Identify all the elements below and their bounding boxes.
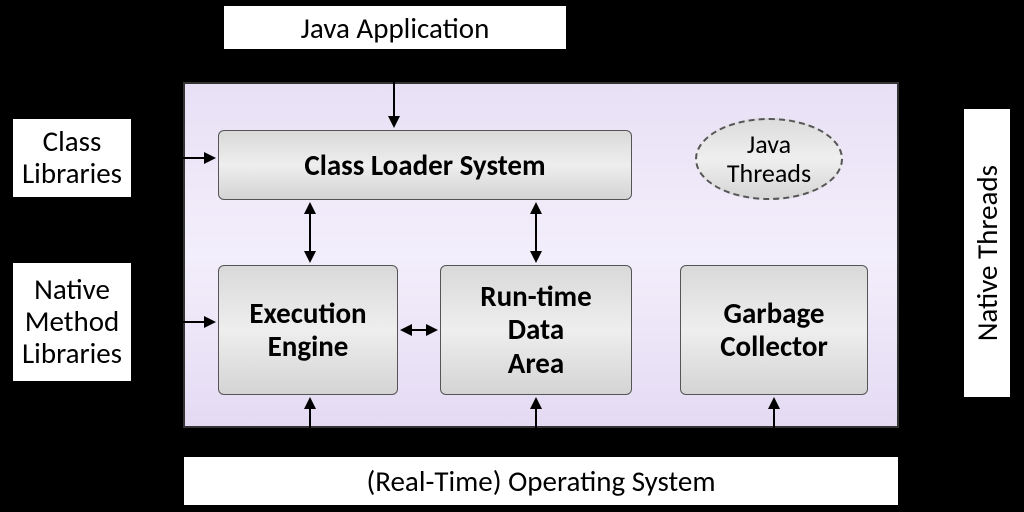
java-threads-label: Java Threads: [727, 130, 811, 187]
garbage-collector-box: Garbage Collector: [680, 265, 868, 395]
runtime-data-area-box: Run-time Data Area: [440, 265, 632, 395]
java-threads-ellipse: Java Threads: [695, 118, 843, 200]
execution-engine-label: Execution Engine: [249, 297, 366, 364]
java-application-label: Java Application: [301, 10, 490, 46]
class-libraries-label: Class Libraries: [22, 126, 122, 190]
native-method-libraries-label: Native Method Libraries: [22, 274, 122, 370]
class-loader-system-label: Class Loader System: [304, 147, 545, 183]
native-threads-label: Native Threads: [969, 165, 1005, 341]
native-threads-box: Native Threads: [963, 108, 1011, 398]
class-libraries-box: Class Libraries: [12, 118, 132, 198]
java-application-box: Java Application: [223, 5, 567, 50]
runtime-data-area-label: Run-time Data Area: [480, 280, 592, 380]
operating-system-box: (Real-Time) Operating System: [183, 456, 899, 506]
class-loader-system-box: Class Loader System: [218, 130, 632, 200]
execution-engine-box: Execution Engine: [218, 265, 398, 395]
garbage-collector-label: Garbage Collector: [720, 297, 828, 364]
operating-system-label: (Real-Time) Operating System: [366, 463, 715, 499]
native-method-libraries-box: Native Method Libraries: [12, 262, 132, 382]
